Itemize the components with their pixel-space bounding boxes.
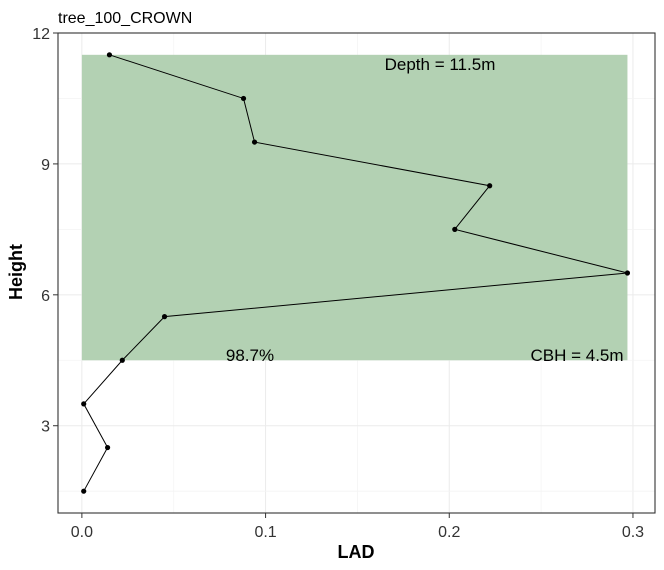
data-point <box>81 488 87 494</box>
data-point <box>106 52 113 58</box>
data-point <box>487 183 493 189</box>
data-point <box>104 444 111 451</box>
crown-region <box>81 54 628 361</box>
y-tick-label: 12 <box>32 26 50 43</box>
data-point <box>240 95 247 102</box>
chart-title: tree_100_CROWN <box>58 10 192 27</box>
data-point <box>81 401 87 407</box>
y-axis-title: Height <box>6 244 26 300</box>
data-point <box>119 357 125 363</box>
x-axis: 0.0 0.1 0.2 0.3 <box>71 513 644 541</box>
depth-annotation: Depth = 11.5m <box>385 55 496 74</box>
x-tick-label: 0.0 <box>71 524 93 541</box>
y-tick-label: 3 <box>41 419 50 436</box>
cbh-annotation: CBH = 4.5m <box>530 346 623 365</box>
y-tick-label: 6 <box>41 288 50 305</box>
series-group <box>81 52 631 494</box>
data-point <box>161 314 168 320</box>
y-axis: 3 6 9 12 <box>32 26 58 436</box>
x-axis-title: LAD <box>338 542 375 562</box>
data-point <box>624 270 631 276</box>
x-tick-label: 0.1 <box>254 524 276 541</box>
data-point <box>251 139 258 145</box>
x-tick-label: 0.3 <box>622 524 644 541</box>
y-tick-label: 9 <box>41 157 50 174</box>
percent-annotation: 98.7% <box>226 346 274 365</box>
plot-border <box>57 32 656 514</box>
x-tick-label: 0.2 <box>438 524 460 541</box>
data-point <box>452 226 458 232</box>
